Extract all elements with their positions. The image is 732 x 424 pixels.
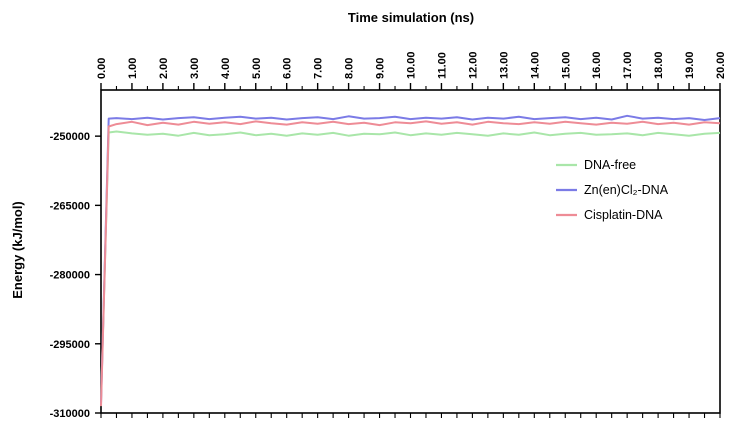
series-group (100, 114, 721, 407)
x-tick-label: 7.00 (313, 58, 325, 79)
y-tick-label: -250000 (50, 131, 90, 143)
x-tick-label: 2.00 (158, 58, 170, 79)
x-tick-label: 1.00 (127, 58, 139, 79)
x-tick-label: 17.00 (622, 51, 634, 79)
x-tick-label: 15.00 (560, 51, 572, 79)
x-tick-label: 5.00 (251, 58, 263, 79)
x-tick-label: 8.00 (344, 58, 356, 79)
x-tick-label: 11.00 (436, 52, 448, 79)
x-tick-label: 4.00 (220, 58, 232, 79)
x-tick-label: 19.00 (684, 51, 696, 79)
y-tick-label: -280000 (50, 270, 90, 282)
x-tick-label: 14.00 (529, 51, 541, 79)
x-tick-label: 10.00 (406, 51, 418, 79)
x-tick-label: 20.00 (715, 51, 727, 79)
x-tick-label: 12.00 (467, 51, 479, 79)
x-tick-label: 16.00 (591, 51, 603, 79)
y-axis-title: Energy (kJ/mol) (10, 201, 25, 299)
x-tick-label: 3.00 (189, 58, 201, 79)
x-tick-label: 6.00 (282, 58, 294, 79)
series-line-1 (100, 114, 721, 404)
x-tick-label: 9.00 (375, 58, 387, 79)
series-line-0 (100, 130, 721, 401)
legend: DNA-free Zn(en)Cl₂-DNA Cisplatin-DNA (556, 158, 669, 222)
legend-label-2: Cisplatin-DNA (584, 208, 663, 222)
x-tick-label: 13.00 (498, 51, 510, 79)
legend-label-1: Zn(en)Cl₂-DNA (584, 183, 669, 197)
x-tick-label: 18.00 (653, 51, 665, 79)
axes: 0.00 1.00 2.00 3.00 4.00 5.00 6.00 7.00 8.00 9.00… (50, 51, 727, 420)
y-tick-label: -295000 (50, 339, 90, 351)
y-tick-label: -265000 (50, 200, 90, 212)
y-tick-label: -310000 (50, 408, 90, 420)
legend-label-0: DNA-free (584, 158, 636, 172)
x-tick-label: 0.00 (96, 58, 108, 79)
series-line-2 (100, 120, 721, 407)
x-axis-title: Time simulation (ns) (348, 10, 474, 25)
